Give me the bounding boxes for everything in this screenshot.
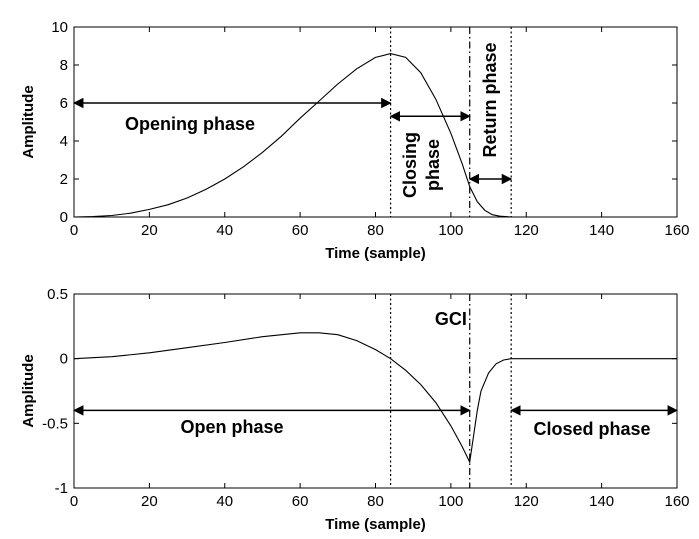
y-tick-label: 0	[60, 209, 68, 226]
opening-phase-label: Opening phase	[125, 114, 255, 134]
x-axis-label: Time (sample)	[325, 245, 426, 262]
x-tick-label: 40	[216, 222, 233, 239]
x-tick-label: 20	[141, 493, 158, 510]
bottom-panel-flow-derivative: 0 20 40 60 80 100 120 140 160 -1 -0.5 0 0.5 Time (sam…	[20, 286, 690, 533]
x-tick-label: 80	[367, 493, 384, 510]
plot-frame	[73, 293, 678, 489]
x-tick-label: 140	[589, 493, 614, 510]
closing-phase-label-line2: phase	[423, 139, 443, 191]
series-line	[73, 53, 677, 218]
x-tick-label: 0	[70, 493, 78, 510]
x-tick-label: 60	[292, 222, 309, 239]
series-line	[73, 332, 677, 464]
x-tick-label: 120	[514, 493, 539, 510]
x-tick-label: 100	[438, 222, 463, 239]
return-phase-label: Return phase	[480, 42, 500, 157]
x-tick-label: 80	[367, 222, 384, 239]
x-axis-label: Time (sample)	[325, 516, 426, 533]
x-tick-label: 20	[141, 222, 158, 239]
closing-phase-label-line1: Closing	[400, 132, 420, 198]
x-tick-label: 120	[514, 222, 539, 239]
y-axis-label: Amplitude	[20, 85, 37, 158]
x-tick-label: 140	[589, 222, 614, 239]
top-panel-glottal-flow: 0 20 40 60 80 100 120 140 160 0 2 4 6 8 10 Time (sample…	[20, 19, 690, 262]
y-tick-label: -1	[55, 480, 68, 497]
x-tick-label: 40	[216, 493, 233, 510]
y-tick-label: 0.5	[47, 286, 68, 303]
y-tick-label: 4	[60, 133, 68, 150]
open-phase-label: Open phase	[180, 417, 283, 437]
y-tick-label: -0.5	[42, 415, 68, 432]
x-tick-label: 0	[70, 222, 78, 239]
x-tick-label: 100	[438, 493, 463, 510]
y-tick-label: 0	[60, 351, 68, 368]
x-tick-label: 60	[292, 493, 309, 510]
y-tick-label: 10	[51, 19, 68, 36]
y-tick-label: 2	[60, 171, 68, 188]
gci-label: GCI	[435, 309, 467, 329]
y-tick-label: 6	[60, 95, 68, 112]
y-tick-label: 8	[60, 57, 68, 74]
x-tick-label: 160	[664, 222, 689, 239]
closed-phase-label: Closed phase	[533, 419, 650, 439]
y-axis-label: Amplitude	[20, 354, 37, 427]
x-tick-label: 160	[664, 493, 689, 510]
